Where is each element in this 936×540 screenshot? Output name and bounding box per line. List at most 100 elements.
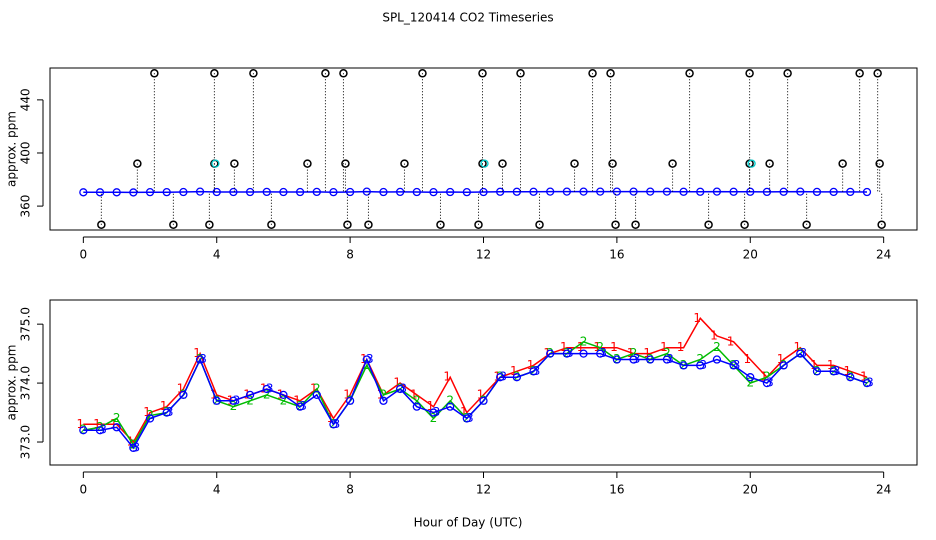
plot-frame	[49, 67, 918, 231]
point	[529, 367, 538, 376]
point	[245, 187, 255, 197]
point-label: 2	[746, 376, 754, 390]
point-label: 3	[633, 352, 641, 366]
point-label: 1	[310, 381, 318, 395]
point-label: 1	[560, 340, 568, 354]
x-tick-label: 20	[743, 248, 758, 262]
point-label: 3	[99, 423, 107, 437]
point-label: 1	[643, 346, 651, 360]
point	[812, 187, 822, 197]
point	[79, 426, 88, 435]
point	[279, 390, 288, 400]
point	[679, 187, 688, 196]
point	[229, 187, 238, 197]
point	[446, 187, 455, 197]
y-tick-label: 360	[19, 195, 33, 218]
outlier-point	[418, 69, 427, 78]
outlier-point	[364, 220, 373, 229]
point	[212, 187, 221, 197]
y-tick-label: 375.0	[19, 307, 33, 341]
point	[729, 187, 738, 196]
point	[480, 159, 489, 168]
point-label: 1	[160, 399, 168, 413]
outlier-point	[133, 159, 142, 168]
point	[629, 355, 638, 364]
point	[612, 187, 622, 196]
point	[295, 402, 305, 411]
point	[696, 187, 705, 196]
point	[229, 396, 238, 405]
point	[529, 187, 538, 196]
point	[496, 373, 505, 382]
point	[279, 187, 288, 197]
outlier-point	[303, 159, 312, 168]
point	[696, 361, 705, 370]
outlier-point	[685, 69, 694, 78]
outlier-point	[668, 159, 677, 168]
x-tick-label: 4	[213, 248, 221, 262]
point-label: 1	[427, 399, 435, 413]
point	[612, 355, 622, 364]
point	[762, 378, 772, 388]
outlier-point	[783, 69, 792, 78]
point	[846, 187, 855, 197]
point-label: 2	[713, 340, 721, 354]
outlier-point	[249, 69, 258, 78]
point-label: 1	[110, 417, 118, 431]
point	[312, 187, 321, 197]
outlier-point	[169, 220, 178, 229]
x-tick-label: 20	[743, 483, 758, 497]
point	[395, 384, 405, 394]
point	[145, 414, 155, 423]
point-label: 2	[696, 352, 704, 366]
point-label: 2	[246, 393, 254, 407]
point	[112, 423, 121, 432]
point	[345, 396, 355, 405]
x-tick-label: 0	[80, 248, 88, 262]
x-tick-label: 12	[476, 483, 491, 497]
point-label: 1	[510, 364, 518, 378]
point-label: 2	[446, 393, 454, 407]
outlier-point	[436, 220, 445, 229]
point-label: 3	[666, 352, 674, 366]
point	[662, 355, 672, 364]
point	[329, 420, 338, 429]
outlier-point	[855, 69, 864, 78]
point	[762, 187, 772, 197]
outlier-point	[535, 220, 544, 229]
outlier-point	[478, 69, 487, 78]
point-label: 2	[380, 387, 388, 401]
point	[162, 408, 171, 417]
point	[679, 361, 688, 370]
y-tick-label: 373.0	[19, 425, 33, 459]
point	[512, 373, 521, 382]
point-label: 3	[199, 352, 207, 366]
point	[662, 187, 672, 196]
y-axis-title: approx. ppm	[5, 111, 19, 187]
point-label: 1	[743, 352, 751, 366]
series-line	[83, 190, 868, 194]
point-label: 3	[266, 381, 274, 395]
outlier-point	[588, 69, 597, 78]
point	[596, 349, 605, 358]
point-label: 1	[827, 358, 835, 372]
outlier-point	[704, 220, 713, 229]
point	[729, 361, 738, 370]
point-label: 2	[763, 370, 771, 384]
outlier-point	[400, 159, 409, 168]
point-label: 1	[177, 381, 185, 395]
outlier-point	[516, 69, 525, 78]
point	[262, 187, 271, 197]
point-label: 1	[193, 346, 201, 360]
x-tick-label: 8	[346, 248, 354, 262]
point	[596, 187, 605, 196]
outlier-point	[838, 159, 847, 168]
outlier-point	[97, 220, 106, 229]
outlier-point	[875, 159, 884, 168]
point	[579, 349, 588, 358]
point	[245, 390, 255, 400]
point	[479, 396, 488, 405]
point	[862, 187, 872, 197]
point	[295, 187, 305, 197]
